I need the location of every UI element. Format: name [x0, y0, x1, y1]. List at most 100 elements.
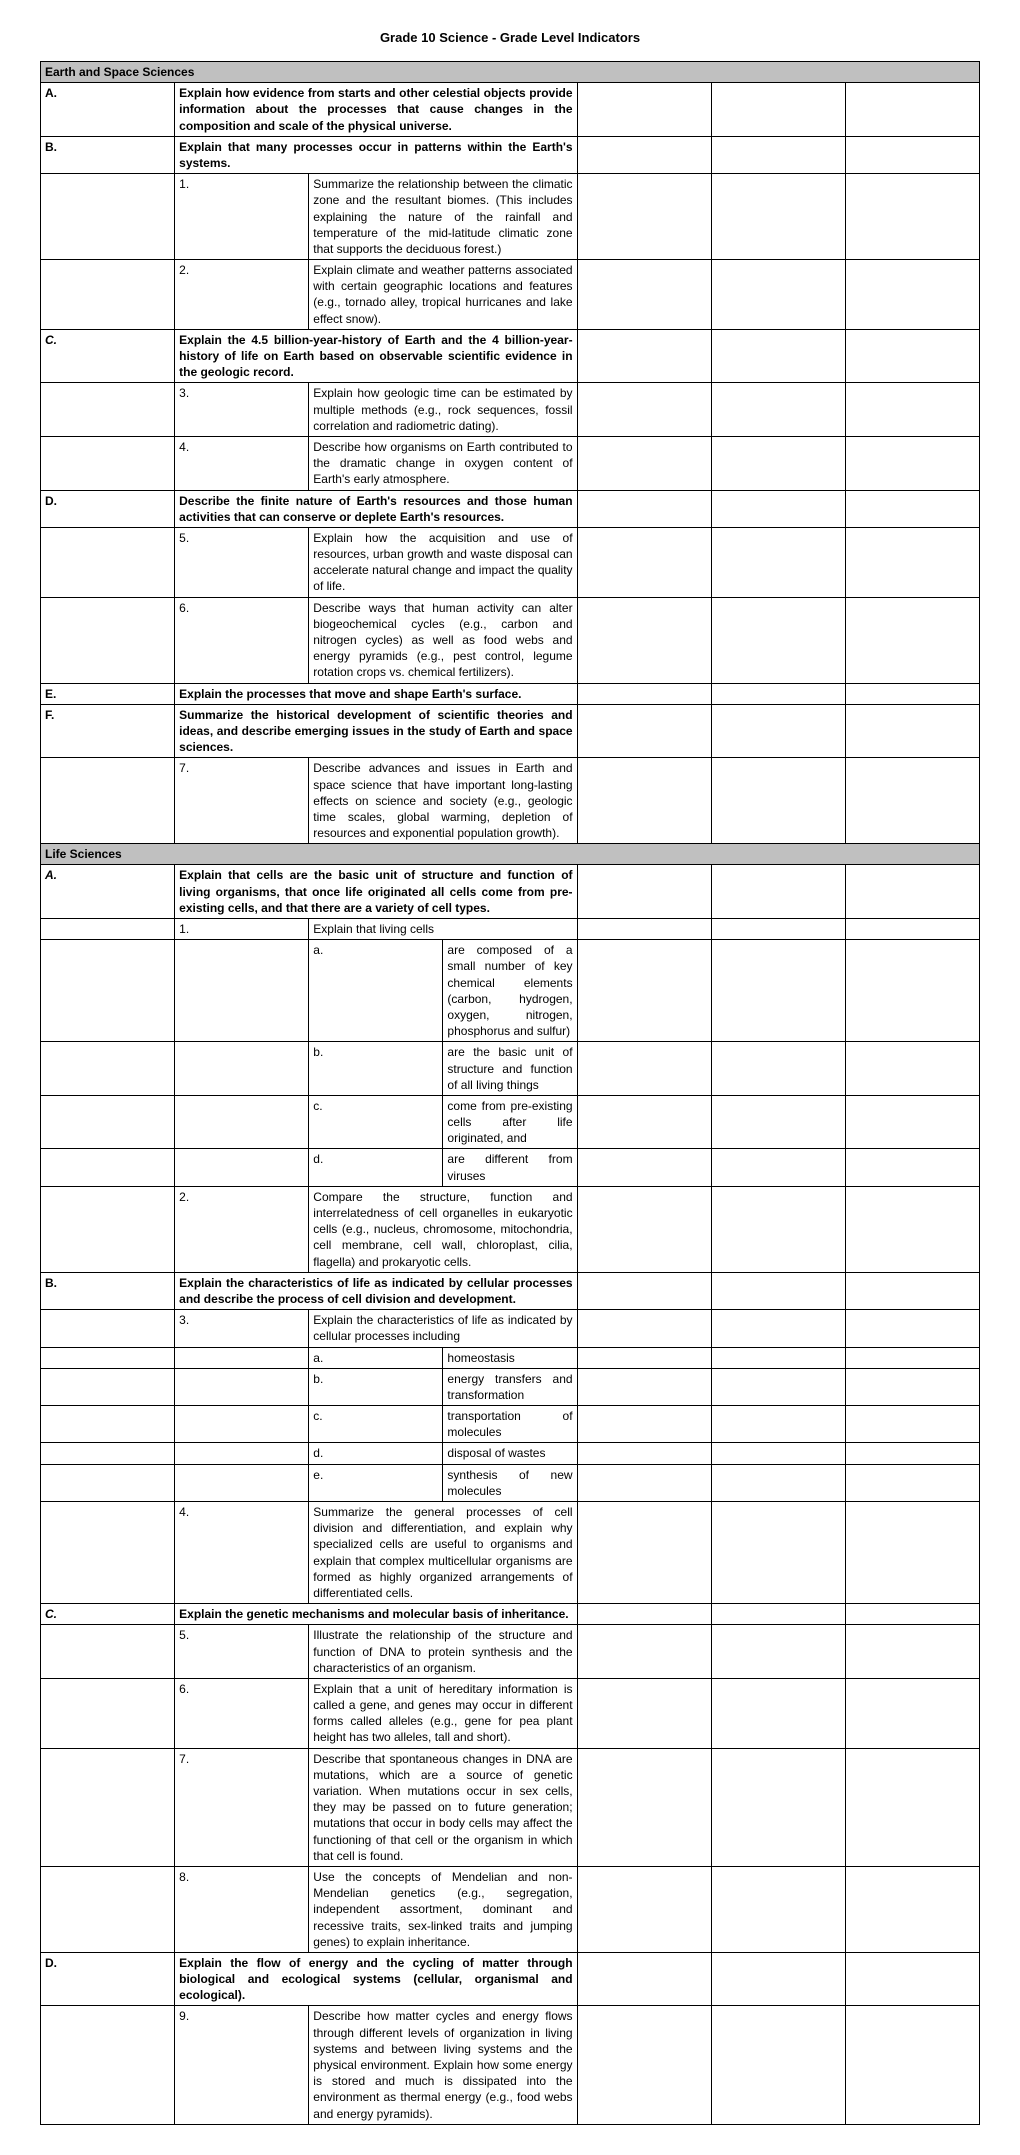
sub-cell: d.	[309, 1443, 443, 1464]
check-cell	[845, 704, 979, 758]
spacer	[41, 174, 175, 260]
check-cell	[577, 1347, 711, 1368]
num-text: Describe ways that human activity can al…	[309, 597, 577, 683]
spacer	[41, 1042, 175, 1096]
check-cell	[711, 919, 845, 940]
spacer	[41, 758, 175, 844]
letter-cell: B.	[41, 136, 175, 173]
spacer	[41, 1502, 175, 1604]
spacer	[41, 1443, 175, 1464]
check-cell	[577, 383, 711, 437]
sub-cell: d.	[309, 1149, 443, 1186]
check-cell	[845, 329, 979, 383]
check-cell	[845, 436, 979, 490]
spacer	[41, 260, 175, 330]
spacer	[41, 1464, 175, 1501]
spacer	[41, 1347, 175, 1368]
check-cell	[577, 436, 711, 490]
check-cell	[577, 1748, 711, 1866]
check-cell	[711, 704, 845, 758]
check-cell	[711, 1310, 845, 1347]
table-row: D.Describe the finite nature of Earth's …	[41, 490, 980, 527]
letter-text: Explain the characteristics of life as i…	[175, 1272, 577, 1309]
table-row: C.Explain the genetic mechanisms and mol…	[41, 1604, 980, 1625]
table-row: A.Explain that cells are the basic unit …	[41, 865, 980, 919]
check-cell	[711, 1406, 845, 1443]
check-cell	[711, 1443, 845, 1464]
num-text: Illustrate the relationship of the struc…	[309, 1625, 577, 1679]
table-row: c.transportation of molecules	[41, 1406, 980, 1443]
num-text: Explain climate and weather patterns ass…	[309, 260, 577, 330]
spacer	[41, 1310, 175, 1347]
letter-text: Explain the genetic mechanisms and molec…	[175, 1604, 577, 1625]
check-cell	[577, 919, 711, 940]
spacer	[41, 1866, 175, 1952]
num-text: Describe how matter cycles and energy fl…	[309, 2006, 577, 2124]
sub-cell: a.	[309, 940, 443, 1042]
num-text: Compare the structure, function and inte…	[309, 1186, 577, 1272]
check-cell	[711, 1095, 845, 1149]
check-cell	[577, 1625, 711, 1679]
num-cell: 1.	[175, 174, 309, 260]
check-cell	[845, 1095, 979, 1149]
check-cell	[845, 1186, 979, 1272]
page-title: Grade 10 Science - Grade Level Indicator…	[40, 30, 980, 45]
table-row: 5.Illustrate the relationship of the str…	[41, 1625, 980, 1679]
table-row: 2.Explain climate and weather patterns a…	[41, 260, 980, 330]
spacer	[175, 1042, 309, 1096]
spacer	[41, 436, 175, 490]
check-cell	[577, 174, 711, 260]
table-row: 6.Describe ways that human activity can …	[41, 597, 980, 683]
check-cell	[577, 1095, 711, 1149]
check-cell	[577, 1272, 711, 1309]
check-cell	[711, 83, 845, 137]
table-row: Life Sciences	[41, 844, 980, 865]
check-cell	[711, 383, 845, 437]
sub-cell: e.	[309, 1464, 443, 1501]
num-cell: 1.	[175, 919, 309, 940]
table-row: 7.Describe advances and issues in Earth …	[41, 758, 980, 844]
letter-cell: B.	[41, 1272, 175, 1309]
letter-text: Explain that many processes occur in pat…	[175, 136, 577, 173]
check-cell	[845, 1368, 979, 1405]
table-row: F.Summarize the historical development o…	[41, 704, 980, 758]
check-cell	[845, 597, 979, 683]
check-cell	[845, 1748, 979, 1866]
letter-cell: D.	[41, 490, 175, 527]
check-cell	[577, 136, 711, 173]
table-row: A.Explain how evidence from starts and o…	[41, 83, 980, 137]
check-cell	[577, 1406, 711, 1443]
num-text: Summarize the general processes of cell …	[309, 1502, 577, 1604]
table-row: 3.Explain how geologic time can be estim…	[41, 383, 980, 437]
check-cell	[845, 1952, 979, 2006]
check-cell	[577, 1368, 711, 1405]
letter-text: Summarize the historical development of …	[175, 704, 577, 758]
num-cell: 3.	[175, 383, 309, 437]
check-cell	[577, 1042, 711, 1096]
check-cell	[577, 1186, 711, 1272]
table-row: d.are different from viruses	[41, 1149, 980, 1186]
table-row: a.homeostasis	[41, 1347, 980, 1368]
table-row: C.Explain the 4.5 billion-year-history o…	[41, 329, 980, 383]
letter-cell: A.	[41, 83, 175, 137]
sub-text: energy transfers and transformation	[443, 1368, 577, 1405]
check-cell	[845, 919, 979, 940]
check-cell	[711, 1866, 845, 1952]
table-row: 4.Summarize the general processes of cel…	[41, 1502, 980, 1604]
num-cell: 7.	[175, 758, 309, 844]
spacer	[41, 1186, 175, 1272]
check-cell	[577, 597, 711, 683]
check-cell	[711, 1042, 845, 1096]
check-cell	[711, 865, 845, 919]
check-cell	[577, 940, 711, 1042]
check-cell	[577, 704, 711, 758]
table-row: b.are the basic unit of structure and fu…	[41, 1042, 980, 1096]
table-row: 1.Summarize the relationship between the…	[41, 174, 980, 260]
check-cell	[577, 1952, 711, 2006]
check-cell	[845, 1406, 979, 1443]
sub-text: are the basic unit of structure and func…	[443, 1042, 577, 1096]
check-cell	[577, 1604, 711, 1625]
spacer	[41, 527, 175, 597]
num-text: Describe that spontaneous changes in DNA…	[309, 1748, 577, 1866]
num-cell: 7.	[175, 1748, 309, 1866]
